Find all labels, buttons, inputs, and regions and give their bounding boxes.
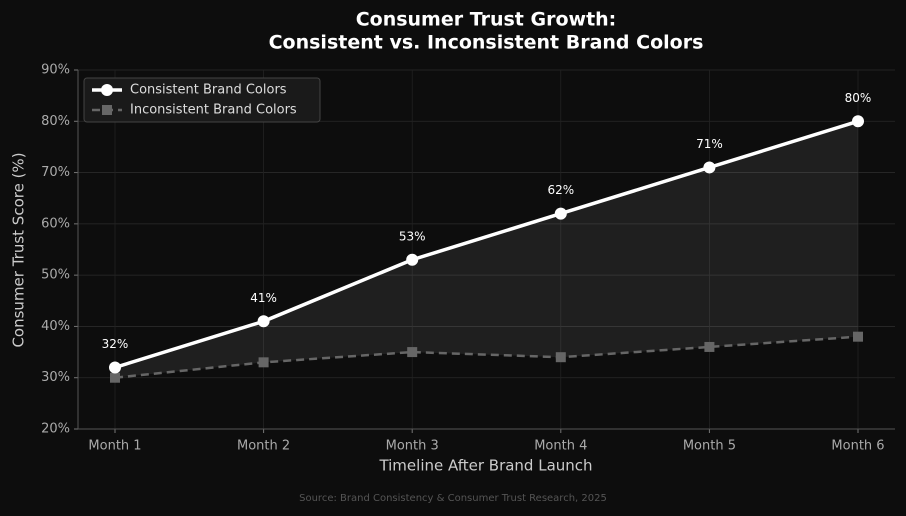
x-tick-label: Month 3 [386,439,439,454]
point-marker [258,357,269,368]
y-tick-label: 70% [41,165,70,180]
point-marker [703,161,716,174]
point-marker [554,207,567,220]
point-marker [555,352,566,363]
series-line [114,119,859,370]
y-tick-label: 60% [41,216,70,231]
chart-title: Consumer Trust Growth: [356,9,617,31]
data-label: 41% [250,291,277,305]
x-tick-label: Month 6 [831,439,884,454]
legend-label: Consistent Brand Colors [130,83,287,98]
x-tick-label: Month 5 [683,439,736,454]
x-tick-label: Month 1 [88,439,141,454]
data-label: 62% [547,183,574,197]
source-note: Source: Brand Consistency & Consumer Tru… [299,493,607,504]
series-line [114,335,859,379]
x-axis-label: Timeline After Brand Launch [378,457,592,475]
y-tick-label: 20% [41,422,70,437]
legend-box [83,77,321,123]
y-tick-label: 40% [41,319,70,334]
y-tick-label: 80% [41,114,70,129]
point-marker [110,372,120,383]
point-marker [704,341,715,352]
legend-marker [102,105,112,115]
point-marker [257,315,270,328]
chart-title: Consistent vs. Inconsistent Brand Colors [269,32,704,54]
point-marker [853,331,863,342]
y-tick-label: 50% [41,268,70,283]
point-marker [407,347,418,358]
data-label: 71% [696,137,723,151]
point-marker [109,361,121,374]
y-tick-label: 30% [41,370,70,385]
x-tick-label: Month 4 [534,439,587,454]
x-tick-label: Month 2 [237,439,290,454]
y-tick-label: 90% [41,63,70,78]
data-label: 53% [399,229,426,243]
legend-marker [101,84,113,96]
y-axis-label: Consumer Trust Score (%) [10,152,28,347]
gap-area [115,121,858,378]
data-label: 80% [845,91,872,105]
point-marker [406,253,419,266]
point-marker [852,115,864,128]
data-label: 32% [102,337,129,351]
legend-label: Inconsistent Brand Colors [130,103,297,118]
